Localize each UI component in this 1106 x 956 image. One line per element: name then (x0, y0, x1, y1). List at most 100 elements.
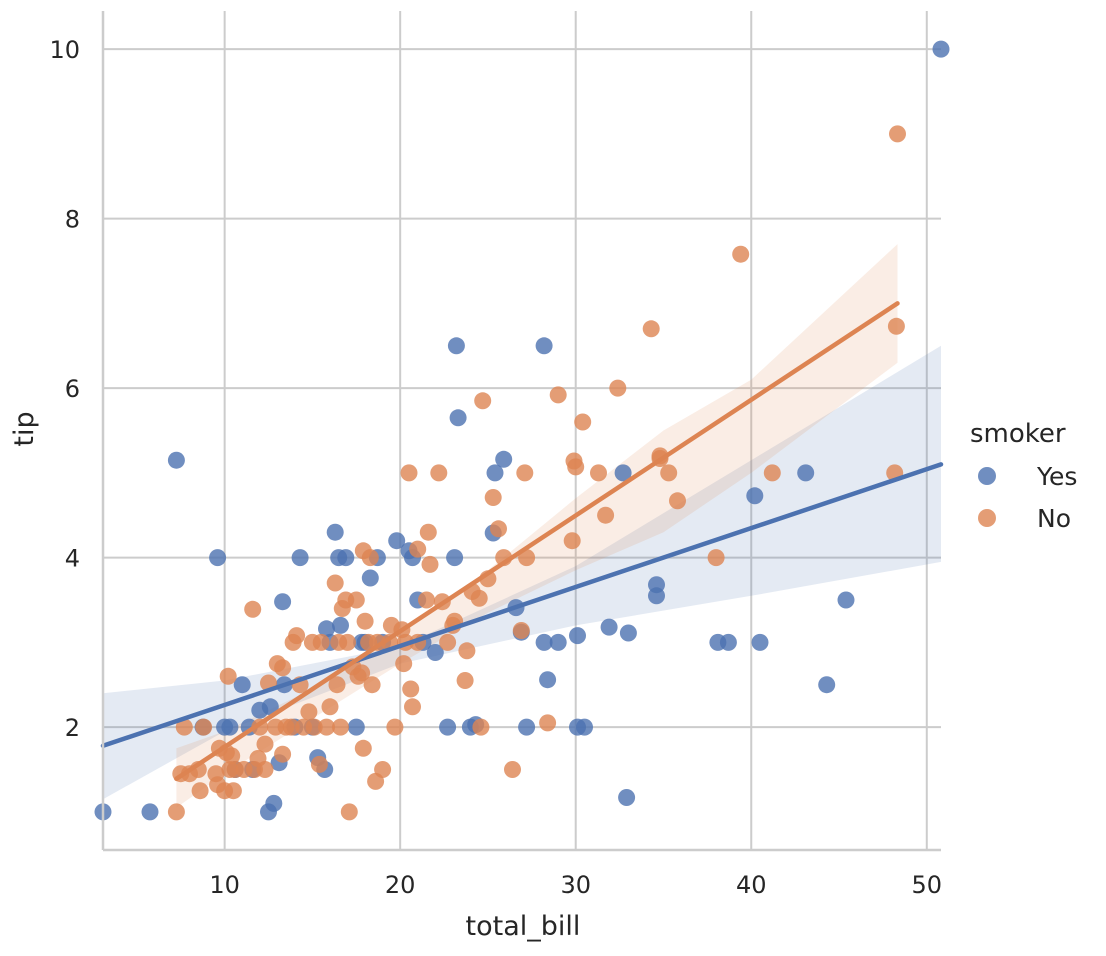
point-no (660, 464, 678, 482)
point-no (282, 718, 300, 736)
point-yes (388, 532, 406, 550)
point-yes (751, 633, 769, 651)
point-no (456, 672, 474, 689)
point-yes (932, 40, 950, 58)
point-no (328, 676, 346, 694)
point-yes (549, 633, 567, 651)
point-yes (576, 718, 593, 736)
point-yes (746, 487, 764, 505)
point-no (274, 659, 292, 677)
point-yes (265, 794, 283, 812)
point-no (567, 458, 585, 476)
point-no (347, 591, 365, 609)
point-no (310, 755, 328, 773)
point-yes (426, 644, 444, 661)
point-no (326, 574, 344, 592)
point-yes (648, 587, 665, 605)
point-no (474, 392, 492, 410)
point-no (288, 627, 306, 645)
point-no (574, 413, 592, 431)
point-yes (167, 451, 185, 469)
point-no (419, 523, 437, 541)
point-no (418, 591, 435, 609)
point-no (175, 718, 193, 736)
point-no (219, 667, 237, 685)
point-no (191, 782, 209, 800)
point-no (430, 464, 448, 482)
point-no (305, 718, 323, 736)
point-no (763, 464, 781, 482)
point-no (563, 532, 581, 550)
point-no (707, 549, 725, 567)
point-no (340, 803, 358, 821)
legend-marker-yes (978, 467, 996, 485)
point-no (363, 676, 381, 694)
y-tick-label: 2 (65, 714, 80, 742)
point-no (484, 489, 502, 506)
point-yes (797, 464, 815, 482)
point-no (732, 245, 750, 263)
x-tick-label: 50 (912, 871, 943, 899)
point-yes (535, 633, 553, 651)
regression-line-no (174, 301, 900, 782)
point-no (318, 718, 335, 736)
point-yes (569, 627, 586, 645)
point-yes (618, 789, 636, 806)
point-yes (719, 633, 737, 651)
point-no (223, 747, 241, 765)
point-no (339, 633, 356, 651)
legend-title: smoker (970, 419, 1066, 449)
point-yes (141, 803, 159, 821)
point-yes (486, 464, 504, 482)
point-no (167, 803, 185, 821)
legend-marker-no (978, 509, 996, 527)
point-no (356, 612, 374, 630)
point-yes (518, 718, 536, 736)
point-no (539, 714, 557, 732)
point-no (421, 555, 439, 573)
point-no (332, 718, 349, 736)
point-no (244, 600, 262, 618)
point-yes (274, 593, 292, 611)
point-no (402, 680, 420, 698)
point-no (300, 703, 318, 721)
point-no (409, 540, 427, 558)
point-no (549, 386, 567, 404)
point-yes (600, 618, 618, 636)
point-no (395, 655, 413, 673)
point-yes (261, 698, 279, 716)
point-no (609, 379, 627, 397)
y-tick-label: 4 (65, 545, 80, 573)
data-points (94, 40, 950, 821)
point-yes (837, 591, 855, 609)
point-no (490, 520, 507, 538)
point-no (504, 761, 521, 778)
point-no (321, 698, 339, 716)
ci-band-yes (103, 345, 941, 800)
regression-line-yes (100, 462, 944, 749)
x-tick-label: 10 (209, 871, 240, 899)
point-yes (291, 549, 309, 567)
point-no (887, 317, 905, 335)
legend-entries: Yes No (978, 462, 1077, 533)
point-no (400, 464, 418, 482)
point-yes (233, 676, 251, 694)
point-yes (818, 676, 836, 694)
x-tick-label: 20 (385, 871, 416, 899)
point-yes (221, 718, 239, 736)
legend-label-no: No (1037, 504, 1071, 533)
point-yes (347, 718, 365, 736)
point-no (404, 698, 421, 716)
point-no (512, 622, 530, 639)
point-no (516, 464, 534, 482)
y-axis-title: tip (9, 411, 40, 446)
point-no (361, 549, 379, 567)
y-tick-label: 10 (49, 36, 80, 64)
x-tick-label: 40 (736, 871, 767, 899)
point-no (224, 782, 242, 800)
point-no (256, 761, 274, 778)
point-no (470, 589, 488, 607)
legend-label-yes: Yes (1036, 462, 1077, 491)
point-no (374, 761, 392, 778)
